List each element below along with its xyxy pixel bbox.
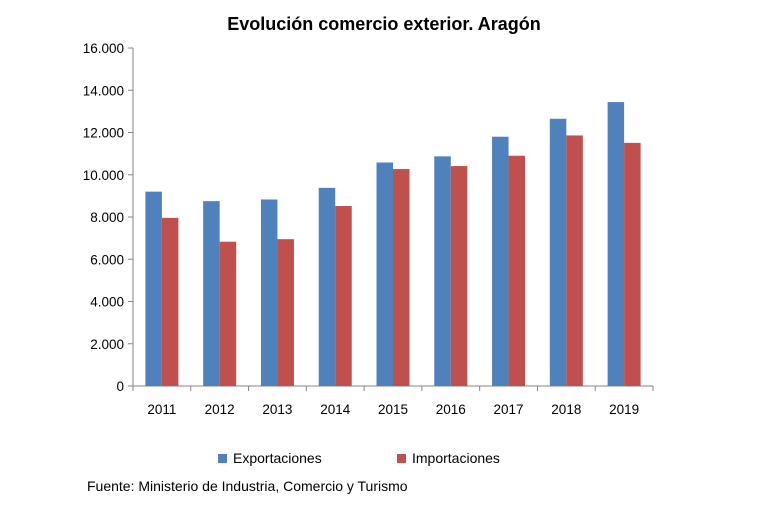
x-tick-label: 2014 (320, 402, 351, 417)
x-tick-label: 2016 (436, 402, 466, 417)
bar-exportaciones-2018 (549, 118, 567, 387)
x-tick-label: 2013 (262, 402, 292, 417)
bar-importaciones-2018 (566, 135, 583, 386)
bar-exportaciones-2016 (434, 156, 451, 386)
y-tick-label: 6.000 (90, 252, 124, 267)
x-tick-label: 2015 (378, 402, 408, 417)
bar-exportaciones-2013 (260, 199, 278, 386)
y-tick-label: 2.000 (90, 337, 124, 352)
bar-importaciones-2011 (161, 217, 179, 386)
x-tick-label: 2012 (205, 402, 235, 417)
source-note: Fuente: Ministerio de Industria, Comerci… (87, 478, 408, 494)
x-tick-label: 2011 (147, 402, 176, 417)
legend-swatch-importaciones (397, 453, 406, 463)
bars (145, 102, 641, 387)
bar-exportaciones-2019 (607, 102, 625, 386)
bar-exportaciones-2011 (145, 191, 162, 386)
bar-importaciones-2014 (335, 206, 352, 386)
legend: Exportaciones Importaciones (0, 450, 768, 470)
bar-importaciones-2019 (624, 142, 641, 386)
x-tick-label: 2017 (494, 402, 524, 417)
bar-exportaciones-2015 (376, 162, 393, 386)
y-tick-label: 0 (116, 379, 124, 394)
y-tick-label: 16.000 (83, 41, 124, 56)
y-tick-label: 4.000 (90, 295, 124, 310)
bar-importaciones-2013 (277, 239, 294, 386)
bar-importaciones-2017 (508, 155, 526, 386)
y-tick-label: 14.000 (83, 83, 124, 98)
x-axis: 2011 2012 2013 2014 2015 2016 2017 2018 2019 (132, 385, 654, 417)
bar-importaciones-2016 (450, 166, 468, 386)
y-tick-label: 8.000 (90, 210, 124, 225)
chart-title: Evolución comercio exterior. Aragón (227, 14, 541, 34)
legend-label-exportaciones: Exportaciones (233, 450, 322, 466)
legend-swatch-exportaciones (218, 453, 227, 463)
x-tick-label: 2018 (551, 402, 581, 417)
y-tick-label: 10.000 (83, 168, 124, 183)
bar-importaciones-2015 (393, 169, 410, 386)
bar-exportaciones-2014 (318, 187, 336, 386)
legend-item-exportaciones: Exportaciones (218, 450, 322, 466)
bar-importaciones-2012 (219, 241, 237, 386)
legend-label-importaciones: Importaciones (412, 450, 500, 466)
bar-exportaciones-2017 (492, 136, 509, 386)
y-tick-label: 12.000 (83, 126, 124, 141)
legend-item-importaciones: Importaciones (397, 450, 500, 466)
y-axis: 0 2.000 4.000 6.000 8.000 10.000 12.000 14.000 1… (83, 41, 134, 394)
x-tick-label: 2019 (609, 402, 639, 417)
bar-exportaciones-2012 (203, 201, 220, 386)
